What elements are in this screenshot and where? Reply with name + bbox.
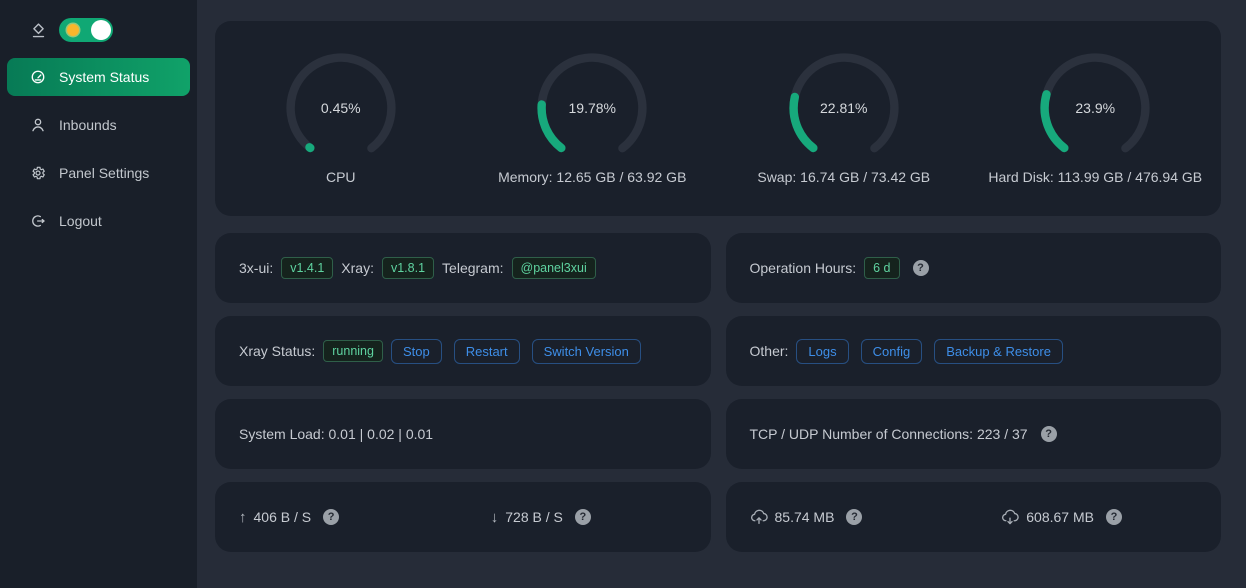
sidebar-item-panel-settings[interactable]: Panel Settings xyxy=(7,154,190,192)
cloud-upload-icon xyxy=(750,508,768,526)
stop-button[interactable]: Stop xyxy=(390,338,442,364)
xray-version-tag: v1.8.1 xyxy=(381,257,435,279)
cpu-percent: 0.45% xyxy=(320,100,361,116)
sidebar: System Status Inbounds Panel Settings xyxy=(0,0,197,588)
memory-label: Memory: 12.65 GB / 63.92 GB xyxy=(498,169,687,185)
telegram-tag[interactable]: @panel3xui xyxy=(511,257,596,279)
logs-button[interactable]: Logs xyxy=(796,338,849,364)
system-gauges-card: 0.45% CPU 19.78% Memory: 12.65 GB / 63.9… xyxy=(215,21,1221,216)
download-speed: ↓ 728 B / S ? xyxy=(467,509,711,526)
sidebar-item-label: Inbounds xyxy=(59,117,117,133)
switch-version-button[interactable]: Switch Version xyxy=(531,338,641,364)
sun-icon xyxy=(67,24,79,36)
system-load-text: System Load: 0.01 | 0.02 | 0.01 xyxy=(239,426,434,442)
sidebar-item-system-status[interactable]: System Status xyxy=(7,58,190,96)
theme-toggle[interactable] xyxy=(59,18,113,42)
backup-restore-button[interactable]: Backup & Restore xyxy=(934,338,1063,364)
operation-hours-tag: 6 d xyxy=(864,257,900,279)
help-icon[interactable]: ? xyxy=(1040,426,1057,442)
system-load-card: System Load: 0.01 | 0.02 | 0.01 xyxy=(215,399,711,469)
disk-percent: 23.9% xyxy=(1075,100,1116,116)
gear-icon xyxy=(30,165,46,181)
disk-label: Hard Disk: 113.99 GB / 476.94 GB xyxy=(988,169,1203,185)
xray-status-card: Xray Status: running Stop Restart Switch… xyxy=(215,316,711,386)
sidebar-item-label: System Status xyxy=(59,69,150,85)
download-speed-value: 728 B / S xyxy=(505,509,563,525)
help-icon[interactable]: ? xyxy=(846,509,863,525)
xray-status-label: Xray Status: xyxy=(239,343,316,359)
info-cards-grid: 3x-ui: v1.4.1 Xray: v1.8.1 Telegram: @pa… xyxy=(215,233,1221,552)
operation-hours-label: Operation Hours: xyxy=(749,260,857,276)
sidebar-item-label: Panel Settings xyxy=(59,165,150,181)
operation-hours-card: Operation Hours: 6 d ? xyxy=(725,233,1221,303)
other-label: Other: xyxy=(749,343,789,359)
dashboard-icon xyxy=(30,69,46,85)
help-icon[interactable]: ? xyxy=(1105,509,1122,525)
xui-version-label: 3x-ui: xyxy=(239,260,274,276)
cpu-label: CPU xyxy=(325,169,356,185)
disk-gauge: 23.9% Hard Disk: 113.99 GB / 476.94 GB xyxy=(970,52,1222,185)
sidebar-item-inbounds[interactable]: Inbounds xyxy=(7,106,190,144)
connections-card: TCP / UDP Number of Connections: 223 / 3… xyxy=(725,399,1221,469)
telegram-label: Telegram: xyxy=(442,260,504,276)
xui-version-tag: v1.4.1 xyxy=(281,257,334,279)
download-total: 608.67 MB ? xyxy=(977,508,1221,526)
theme-icon xyxy=(30,22,47,39)
swap-gauge: 22.81% Swap: 16.74 GB / 73.42 GB xyxy=(718,52,970,185)
swap-percent: 22.81% xyxy=(820,100,868,116)
help-icon[interactable]: ? xyxy=(323,509,340,525)
download-total-value: 608.67 MB xyxy=(1026,509,1094,525)
help-icon[interactable]: ? xyxy=(574,509,591,525)
cpu-gauge: 0.45% CPU xyxy=(215,52,467,185)
arrow-up-icon: ↑ xyxy=(239,508,247,526)
arrow-down-icon: ↓ xyxy=(490,508,499,526)
upload-speed: ↑ 406 B / S ? xyxy=(215,509,459,526)
xray-version-label: Xray: xyxy=(341,260,374,276)
versions-card: 3x-ui: v1.4.1 Xray: v1.8.1 Telegram: @pa… xyxy=(215,233,711,303)
upload-total: 85.74 MB ? xyxy=(726,508,970,526)
config-button[interactable]: Config xyxy=(860,338,923,364)
total-traffic-card: 85.74 MB ? 608.67 MB ? xyxy=(725,482,1221,552)
upload-speed-value: 406 B / S xyxy=(253,509,312,525)
connections-text: TCP / UDP Number of Connections: 223 / 3… xyxy=(749,426,1028,442)
sidebar-item-logout[interactable]: Logout xyxy=(7,202,190,240)
xray-status-tag: running xyxy=(323,340,383,362)
main-content: 0.45% CPU 19.78% Memory: 12.65 GB / 63.9… xyxy=(197,0,1246,588)
sidebar-menu: System Status Inbounds Panel Settings xyxy=(0,58,197,250)
user-icon xyxy=(30,117,46,133)
upload-total-value: 85.74 MB xyxy=(774,509,835,525)
help-icon[interactable]: ? xyxy=(912,260,929,276)
theme-switch-row xyxy=(0,12,197,48)
restart-button[interactable]: Restart xyxy=(453,338,520,364)
memory-gauge: 19.78% Memory: 12.65 GB / 63.92 GB xyxy=(467,52,719,185)
cloud-download-icon xyxy=(1001,508,1019,526)
logout-icon xyxy=(30,213,46,229)
swap-label: Swap: 16.74 GB / 73.42 GB xyxy=(757,169,931,185)
memory-percent: 19.78% xyxy=(568,100,616,116)
other-actions-card: Other: Logs Config Backup & Restore xyxy=(725,316,1221,386)
sidebar-item-label: Logout xyxy=(59,213,102,229)
toggle-knob xyxy=(91,20,111,40)
network-speed-card: ↑ 406 B / S ? ↓ 728 B / S ? xyxy=(215,482,711,552)
